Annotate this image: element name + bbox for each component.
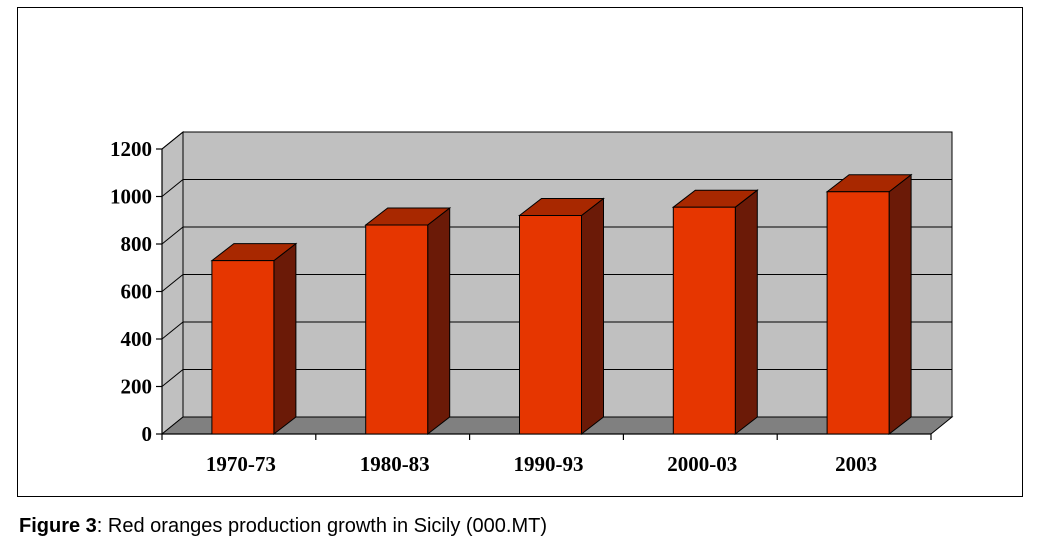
bar-1970-73 [211,260,275,435]
gridline [161,131,952,150]
caption-text: : Red oranges production growth in Sicil… [96,515,548,537]
x-tick-label: 1980-83 [360,452,430,476]
chart-frame: 0 200 400 600 800 1000 1200 1970-73 1980-83 1990-… [17,7,1023,497]
y-tick-label: 800 [121,232,153,256]
y-tick-label: 1200 [110,137,152,161]
bar-side-2003 [888,173,912,436]
x-tick-label: 1990-93 [514,452,584,476]
x-tick-label: 2003 [835,452,877,476]
y-tick-label: 400 [121,327,153,351]
x-tick-label: 1970-73 [206,452,276,476]
y-tick-label: 1000 [110,185,152,209]
bar-2003 [826,191,890,435]
figure-caption: Figure 3: Red oranges production growth … [19,515,547,538]
bar-side-1970-73 [273,242,297,436]
y-tick-label: 600 [121,280,153,304]
caption-label: Figure 3 [19,515,97,537]
bar-2000-03 [672,206,736,435]
bar-1990-93 [519,215,582,435]
x-tick-label: 2000-03 [667,452,737,476]
gridline [161,179,952,197]
y-tick-label: 200 [121,375,153,399]
bar-1980-83 [365,224,429,435]
bar-side-1980-83 [427,206,451,436]
bar-side-2000-03 [734,189,758,436]
y-tick-label: 0 [142,422,153,446]
bar-chart: 0 200 400 600 800 1000 1200 1970-73 1980-83 1990-… [110,130,954,476]
bar-side-1990-93 [581,197,604,436]
